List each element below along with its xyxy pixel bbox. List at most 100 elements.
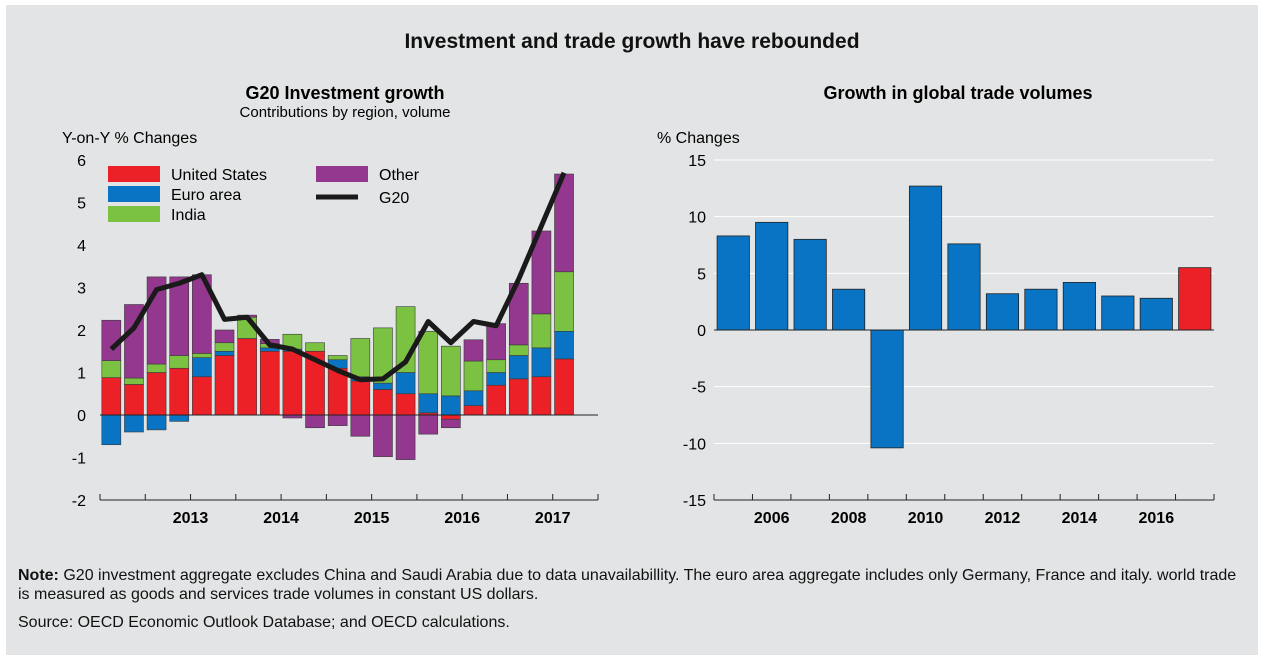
bar-euro-area	[531, 347, 552, 378]
notes-section: Note: G20 investment aggregate excludes …	[18, 566, 1248, 641]
bar-euro-area	[486, 372, 506, 386]
legend-swatch-other	[316, 166, 368, 182]
bar-united-states	[101, 377, 122, 416]
right-x-tick-label: 2010	[908, 510, 944, 527]
bar-euro-area	[508, 355, 529, 380]
bar-india	[169, 355, 190, 369]
left-y-tick-label: 3	[77, 281, 86, 298]
left-x-tick-label: 2014	[263, 510, 299, 527]
bar-euro-area	[373, 382, 393, 390]
bar-united-states	[531, 376, 552, 416]
bar-india	[101, 360, 122, 378]
left-chart-subtitle: Contributions by region, volume	[240, 104, 451, 121]
right-y-tick-label: -5	[692, 380, 706, 397]
right-y-tick-label: 10	[688, 210, 706, 227]
bar-india	[508, 344, 529, 356]
bar-india	[146, 363, 167, 373]
trade-bar	[793, 238, 827, 331]
bar-euro-area	[418, 393, 439, 414]
bar-united-states	[373, 389, 393, 416]
right-y-axis-label: % Changes	[657, 130, 740, 147]
trade-bar	[870, 329, 904, 449]
right-x-tick-label: 2012	[985, 510, 1021, 527]
left-x-tick-label: 2013	[173, 510, 209, 527]
right-y-tick-label: -10	[683, 436, 706, 453]
note-text: G20 investment aggregate excludes China …	[18, 567, 1237, 603]
left-x-tick-label: 2015	[354, 510, 390, 527]
bar-india	[554, 271, 574, 332]
left-y-tick-label: 1	[77, 366, 86, 383]
investment-growth-chart: G20 Investment growth Contributions by r…	[62, 83, 599, 527]
left-plot-area: -2 -1 0 1 2 3 4 5 6 2013 2014 2015 2016 2017	[72, 153, 599, 527]
bar-other	[395, 414, 416, 460]
trade-bar	[985, 293, 1020, 331]
bar-euro-area	[124, 414, 144, 433]
bar-united-states	[146, 372, 167, 416]
left-x-tick-label: 2016	[444, 510, 480, 527]
bar-other	[486, 323, 506, 361]
legend-label: United States	[171, 167, 267, 184]
bar-united-states	[554, 358, 574, 416]
left-y-tick-label: 5	[77, 196, 86, 213]
left-y-tick-label: 0	[77, 408, 86, 425]
left-x-tick-label: 2017	[535, 510, 571, 527]
bar-india	[124, 377, 144, 385]
bar-other	[418, 414, 439, 435]
bar-india	[373, 327, 393, 384]
bar-united-states	[259, 350, 280, 416]
left-y-tick-label: 4	[77, 238, 86, 255]
bar-euro-area	[214, 350, 235, 356]
bar-euro-area	[169, 414, 190, 422]
g20-line	[109, 171, 567, 383]
right-x-tick-label: 2016	[1139, 510, 1175, 527]
left-chart-title: G20 Investment growth	[245, 83, 444, 103]
bar-india	[350, 338, 371, 378]
trade-bar	[755, 221, 789, 331]
right-y-tick-label: 0	[697, 323, 706, 340]
trade-bar	[1101, 295, 1135, 331]
left-y-tick-label: 2	[77, 323, 86, 340]
bar-united-states	[463, 405, 484, 416]
left-y-tick-label: -2	[72, 493, 86, 510]
bar-united-states	[214, 355, 235, 416]
source-text: Source: OECD Economic Outlook Database; …	[18, 614, 510, 631]
bar-other	[305, 414, 325, 429]
legend-label: Other	[379, 167, 420, 184]
bar-united-states	[237, 338, 257, 416]
bar-india	[214, 342, 235, 352]
bar-euro-area	[554, 330, 574, 360]
bar-india	[441, 345, 461, 397]
trade-bar	[908, 185, 943, 331]
bar-india	[305, 342, 325, 352]
bar-euro-area	[101, 414, 122, 446]
main-title: Investment and trade growth have rebound…	[404, 30, 860, 53]
bar-other	[441, 418, 461, 429]
legend-swatch-euro-area	[108, 186, 160, 202]
right-x-tick-label: 2014	[1062, 510, 1098, 527]
right-chart-title: Growth in global trade volumes	[823, 83, 1092, 103]
bar-euro-area	[192, 357, 212, 378]
right-y-tick-label: 15	[688, 153, 706, 170]
left-y-tick-label: 6	[77, 153, 86, 170]
right-plot-area: -15 -10 -5 0 5 10 15 2006 2008 2010 2012 2014 2016	[683, 153, 1215, 527]
trade-bar	[716, 235, 750, 331]
right-y-tick-label: 5	[697, 266, 706, 283]
bar-united-states	[395, 393, 416, 416]
bar-euro-area	[441, 395, 461, 416]
right-x-tick-label: 2008	[831, 510, 867, 527]
legend-swatch-india	[108, 206, 160, 222]
bar-united-states	[486, 384, 506, 416]
bar-india	[192, 353, 212, 358]
bar-other	[169, 276, 190, 356]
bar-united-states	[169, 367, 190, 416]
bar-united-states	[508, 378, 529, 416]
trade-bar	[1178, 267, 1212, 331]
bar-other	[373, 414, 393, 457]
bar-other	[463, 339, 484, 362]
trade-bar	[832, 288, 866, 331]
left-y-axis-label: Y-on-Y % Changes	[62, 130, 197, 147]
trade-bar	[1139, 297, 1173, 331]
bar-united-states	[282, 350, 303, 416]
bar-united-states	[441, 414, 461, 420]
bar-other	[350, 414, 371, 437]
